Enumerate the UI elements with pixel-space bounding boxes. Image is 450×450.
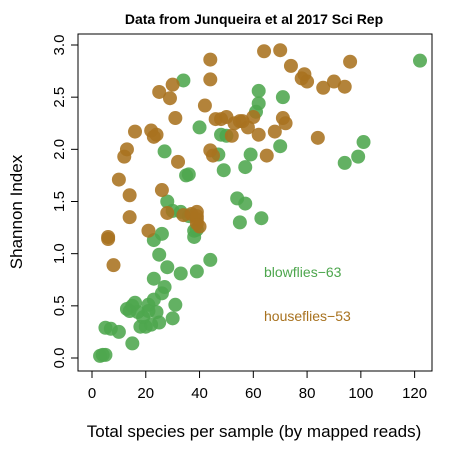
x-tick-label: 80	[299, 385, 316, 402]
blowflies-point	[176, 73, 191, 88]
legend-entry-houseflies: houseflies−53	[264, 308, 351, 324]
x-tick-label: 60	[245, 385, 262, 402]
houseflies-point	[149, 127, 164, 142]
blowflies-point	[160, 260, 175, 275]
blowflies-point	[238, 160, 253, 175]
houseflies-point	[122, 188, 137, 203]
x-axis: 0 20 40 60 80 100 120	[88, 370, 427, 402]
houseflies-point	[251, 127, 266, 142]
houseflies-point	[246, 109, 261, 124]
plot-area	[77, 33, 433, 372]
blowflies-point	[232, 215, 247, 230]
houseflies-point	[259, 148, 274, 163]
y-tick-label: 0.0	[51, 348, 68, 369]
houseflies-point	[337, 79, 352, 94]
blowflies-point	[173, 266, 188, 281]
blowflies-point	[216, 163, 231, 178]
y-tick-label: 1.5	[51, 191, 68, 212]
houseflies-point	[168, 111, 183, 126]
blowflies-point	[111, 324, 126, 339]
blowflies-point	[251, 96, 266, 111]
houseflies-point	[267, 124, 282, 139]
points-layer	[93, 43, 427, 363]
houseflies-point	[316, 80, 331, 95]
chart-title: Data from Junqueira et al 2017 Sci Rep	[125, 11, 383, 27]
houseflies-point	[165, 77, 180, 92]
x-tick-label: 120	[402, 385, 427, 402]
blowflies-point	[413, 53, 427, 68]
blowflies-point	[337, 155, 352, 170]
x-tick-label: 40	[191, 385, 208, 402]
houseflies-point	[326, 74, 341, 89]
houseflies-point	[192, 219, 207, 234]
blowflies-point	[356, 135, 371, 150]
houseflies-point	[240, 120, 255, 135]
x-tick-label: 0	[88, 385, 96, 402]
houseflies-point	[224, 128, 239, 143]
houseflies-point	[162, 91, 177, 106]
y-tick-label: 2.5	[51, 87, 68, 108]
houseflies-point	[106, 258, 121, 273]
y-tick-label: 2.0	[51, 139, 68, 160]
blowflies-point	[125, 336, 140, 351]
x-axis-label: Total species per sample (by mapped read…	[87, 422, 422, 441]
houseflies-point	[119, 142, 134, 157]
houseflies-point	[160, 205, 175, 220]
houseflies-point	[111, 172, 126, 187]
blowflies-point	[251, 83, 266, 98]
houseflies-point	[278, 116, 293, 131]
blowflies-point	[351, 149, 366, 164]
legend: blowflies−63 houseflies−53	[264, 264, 351, 324]
houseflies-point	[141, 223, 156, 238]
blowflies-point	[254, 211, 269, 226]
blowflies-point	[181, 167, 196, 182]
x-tick-label: 100	[348, 385, 373, 402]
blowflies-point	[275, 90, 290, 105]
blowflies-point	[165, 311, 180, 326]
houseflies-point	[197, 98, 212, 113]
houseflies-point	[171, 154, 186, 169]
houseflies-point	[257, 44, 272, 59]
houseflies-point	[203, 52, 218, 67]
blowflies-point	[243, 147, 258, 162]
houseflies-point	[152, 84, 167, 99]
houseflies-point	[128, 124, 143, 139]
plot-frame	[77, 33, 433, 372]
y-tick-label: 3.0	[51, 35, 68, 56]
blowflies-point	[273, 139, 288, 154]
legend-entry-blowflies: blowflies−63	[264, 264, 342, 280]
y-axis: 0.0 0.5 1.0 1.5 2.0 2.5 3.0	[51, 35, 79, 369]
houseflies-point	[300, 74, 315, 89]
blowflies-point	[154, 226, 169, 241]
y-tick-label: 1.0	[51, 243, 68, 264]
blowflies-point	[238, 196, 253, 211]
blowflies-point	[168, 297, 183, 312]
blowflies-point	[157, 280, 172, 295]
blowflies-point	[189, 264, 204, 279]
y-tick-label: 0.5	[51, 295, 68, 316]
houseflies-point	[273, 43, 288, 58]
houseflies-point	[189, 204, 204, 219]
blowflies-point	[146, 271, 161, 286]
y-axis-label: Shannon Index	[7, 154, 26, 269]
blowflies-point	[157, 144, 172, 159]
blowflies-point	[152, 315, 167, 330]
houseflies-point	[203, 72, 218, 87]
houseflies-point	[122, 210, 137, 225]
blowflies-point	[192, 120, 207, 135]
houseflies-point	[154, 183, 169, 198]
houseflies-point	[310, 130, 325, 145]
x-tick-label: 20	[137, 385, 154, 402]
houseflies-point	[283, 58, 298, 73]
blowflies-point	[203, 252, 218, 267]
blowflies-point	[98, 347, 113, 362]
houseflies-point	[101, 232, 116, 247]
houseflies-point	[205, 148, 220, 163]
houseflies-point	[343, 54, 358, 69]
blowflies-point	[152, 247, 167, 262]
